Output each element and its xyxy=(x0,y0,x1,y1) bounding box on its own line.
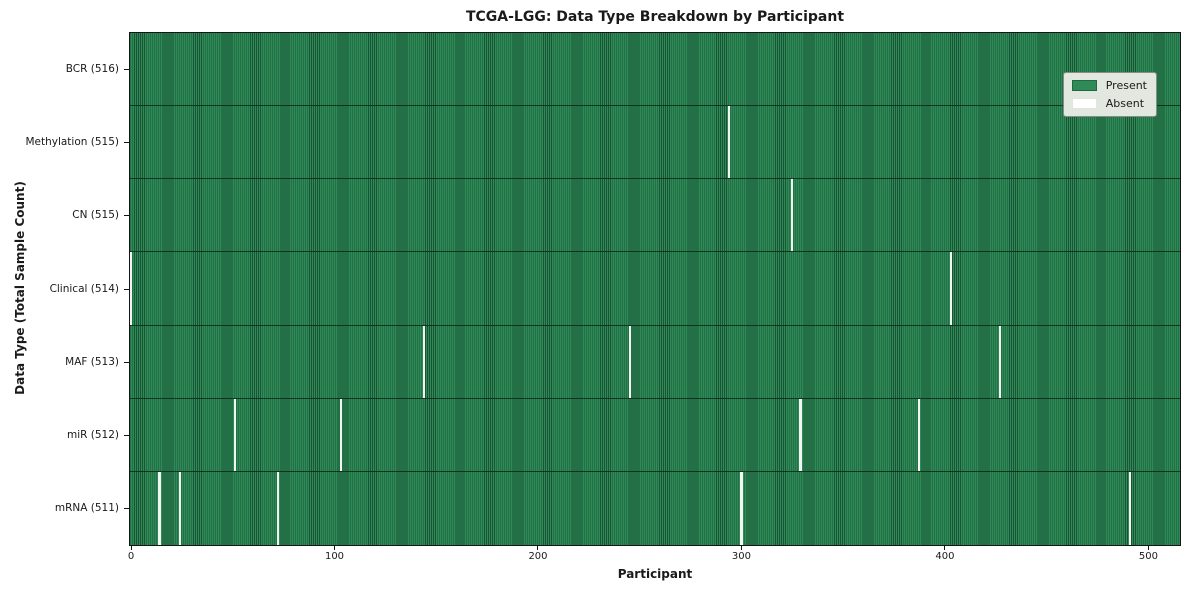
y-tick-mark xyxy=(124,215,129,217)
x-tick-label: 0 xyxy=(127,551,135,562)
heatmap-row-methylation xyxy=(130,106,1180,180)
y-tick-mark xyxy=(124,507,129,509)
x-tick-mark xyxy=(334,546,335,550)
absent-marker xyxy=(791,179,794,252)
y-tick-mark xyxy=(124,361,129,363)
y-tick-mark xyxy=(124,434,129,436)
legend-label-absent: Absent xyxy=(1105,97,1145,110)
legend-item-present: Present xyxy=(1071,79,1147,92)
absent-marker xyxy=(276,471,279,545)
heatmap-row-maf xyxy=(130,325,1180,399)
absent-marker xyxy=(917,398,920,471)
plot-area: Present Absent xyxy=(129,32,1181,546)
heatmap-row-mrna xyxy=(130,471,1180,545)
x-tick-mark xyxy=(537,546,539,550)
absent-marker xyxy=(998,325,1001,398)
absent-marker xyxy=(178,471,181,545)
chart-title: TCGA-LGG: Data Type Breakdown by Partici… xyxy=(465,9,845,25)
x-tick-label: 200 xyxy=(528,551,548,562)
y-tick-label: BCR (516) xyxy=(65,63,119,76)
legend-item-absent: Absent xyxy=(1071,97,1147,110)
x-tick-label: 500 xyxy=(1138,551,1158,562)
x-tick-label: 300 xyxy=(731,551,752,562)
y-tick-label: CN (515) xyxy=(72,209,119,222)
x-axis-label: Participant xyxy=(617,567,693,581)
absent-marker xyxy=(740,471,743,545)
x-tick-label: 100 xyxy=(324,551,345,562)
absent-marker xyxy=(728,106,731,179)
heatmap-row-clinical xyxy=(130,252,1180,326)
y-tick-label: mRNA (511) xyxy=(54,501,119,514)
y-tick-label: miR (512) xyxy=(66,428,119,441)
legend: Present Absent xyxy=(1062,72,1157,117)
heatmap-row-cn xyxy=(130,179,1180,253)
x-tick-label: 400 xyxy=(935,551,955,562)
absent-marker xyxy=(950,252,953,325)
absent-marker xyxy=(628,325,631,398)
absent-marker xyxy=(158,471,161,545)
present-swatch-icon xyxy=(1071,80,1097,91)
heatmap-row-mir xyxy=(130,398,1180,472)
x-tick-mark xyxy=(130,546,132,550)
absent-marker xyxy=(233,398,236,471)
y-tick-label: Methylation (515) xyxy=(25,136,119,149)
x-tick-mark xyxy=(740,546,742,550)
y-tick-label: MAF (513) xyxy=(65,355,119,368)
y-tick-mark xyxy=(124,288,129,290)
y-tick-mark xyxy=(124,69,129,71)
x-tick-mark xyxy=(1147,546,1149,550)
absent-swatch-icon xyxy=(1071,98,1097,109)
absent-marker xyxy=(799,398,802,471)
heatmap-row-bcr xyxy=(130,33,1180,107)
legend-label-present: Present xyxy=(1105,79,1147,92)
x-tick-mark xyxy=(944,546,946,550)
y-tick-label: Clinical (514) xyxy=(49,282,119,295)
absent-marker xyxy=(130,252,133,325)
absent-marker xyxy=(423,325,426,398)
absent-marker xyxy=(1129,471,1132,545)
absent-marker xyxy=(339,398,342,471)
y-tick-mark xyxy=(124,142,129,144)
